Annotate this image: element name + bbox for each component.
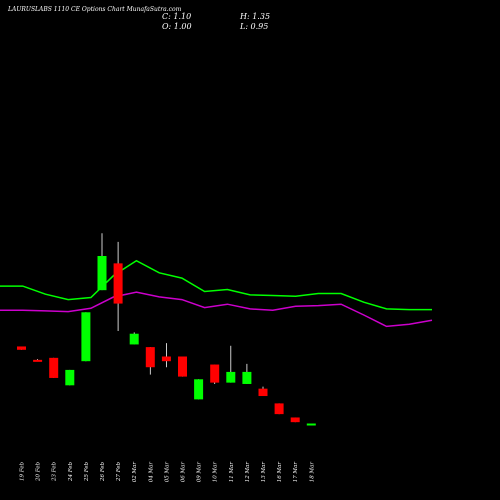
candle-body [129, 333, 139, 345]
chart-title: LAURUSLABS 1110 CE Options Chart MunafaS… [8, 6, 182, 13]
candle-body [161, 356, 171, 362]
candle-body [113, 263, 123, 304]
low-value: L: 0.95 [240, 22, 269, 31]
x-tick-label: 11 Mar [229, 462, 235, 483]
candle [65, 369, 75, 386]
candle [242, 363, 252, 384]
x-tick-label: 09 Mar [197, 462, 203, 483]
candle-body [274, 403, 284, 415]
candle [161, 343, 171, 368]
candle [194, 379, 204, 400]
candle-body [33, 359, 43, 362]
candle [290, 417, 300, 423]
x-tick-label: 23 Feb [52, 462, 58, 483]
candle-body [145, 347, 155, 368]
candle-body [17, 346, 26, 350]
close-value: C: 1.10 [162, 12, 192, 21]
open-value: O: 1.00 [162, 22, 192, 31]
candle-body [65, 369, 75, 386]
x-tick-label: 17 Mar [293, 462, 299, 483]
candles-group [17, 233, 316, 426]
lower-indicator-line [0, 291, 433, 328]
upper-indicator-line [0, 259, 432, 311]
candle [49, 357, 59, 378]
x-tick-label: 06 Mar [181, 462, 187, 483]
x-tick-label: 04 Mar [148, 462, 154, 483]
candle-body [242, 371, 252, 384]
x-tick-label: 26 Feb [100, 462, 106, 483]
high-value: H: 1.35 [240, 12, 271, 21]
candle [97, 233, 107, 291]
candle-body [226, 371, 236, 383]
candle-body [49, 357, 59, 378]
candle [226, 345, 236, 383]
x-tick-label: 13 Mar [261, 462, 267, 483]
candle [178, 356, 187, 377]
x-tick-label: 12 Mar [245, 462, 251, 483]
x-tick-label: 02 Mar [132, 462, 138, 483]
x-tick-label: 25 Feb [84, 462, 90, 483]
candle-body [210, 364, 220, 383]
candle [129, 332, 139, 345]
candle-body [290, 417, 300, 423]
candle-body [97, 256, 107, 291]
x-tick-label: 16 Mar [277, 462, 283, 483]
candle [81, 312, 91, 362]
candle-body [178, 356, 187, 377]
candle [145, 347, 155, 375]
candle-body [258, 388, 268, 397]
x-tick-label: 19 Feb [20, 462, 26, 482]
x-tick-label: 18 Mar [309, 462, 315, 483]
candle [113, 241, 123, 332]
x-tick-label: 05 Mar [164, 462, 170, 483]
candle [17, 346, 26, 350]
candle [306, 423, 316, 426]
candle-body [81, 312, 91, 362]
candle [33, 359, 43, 362]
x-tick-label: 24 Feb [68, 462, 74, 483]
x-tick-label: 10 Mar [213, 462, 219, 483]
candle [274, 403, 284, 415]
candle [210, 364, 220, 384]
candle-body [306, 423, 316, 426]
candle [258, 386, 268, 397]
candle-body [194, 379, 204, 400]
x-tick-label: 20 Feb [36, 462, 42, 483]
x-tick-label: 27 Feb [116, 462, 122, 483]
x-axis-labels: 19 Feb 20 Feb 23 Feb 24 Feb 25 Feb 26 Feb 27 F… [20, 462, 316, 483]
indicator-lines [0, 259, 433, 328]
